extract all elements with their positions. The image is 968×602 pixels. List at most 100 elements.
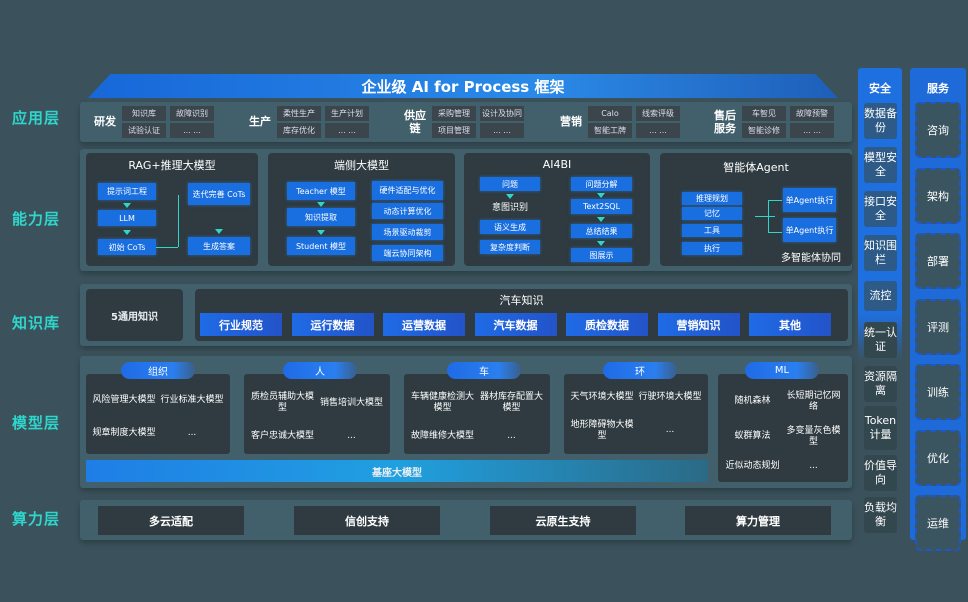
app-column: 生产计划... ... — [323, 105, 371, 139]
knowledge-chip: 运营数据 — [383, 313, 465, 336]
knowledge-chip: 行业规范 — [200, 313, 282, 336]
framework-title: 企业级 AI for Process 框架 — [361, 77, 565, 96]
model-group-pill: 组织 — [121, 362, 195, 379]
app-column: 车智见 智能诊修 — [740, 105, 788, 139]
framework-title-banner: 企业级 AI for Process 框架 — [88, 74, 838, 98]
compute-box: 算力管理 — [685, 506, 831, 535]
ai4bi-panel: AI4BI 问题 意图识别 语义生成 复杂度判断 问题分解 Text2SQL 总… — [464, 153, 650, 266]
model-group-pill: 车 — [447, 362, 521, 379]
model-item: 行驶环境大模型 — [638, 392, 702, 403]
app-item: ... ... — [325, 122, 369, 138]
agent-module-box: 执行 — [682, 242, 742, 255]
app-column: 故障识别... ... — [168, 105, 216, 139]
iterate-cots-box: 迭代完善 CoTs — [188, 183, 250, 205]
llm-box: LLM — [98, 210, 156, 226]
app-item: ... ... — [480, 122, 524, 138]
prompt-engineering-box: 提示词工程 — [98, 183, 156, 200]
app-column: 柔性生产 库存优化 — [275, 105, 323, 139]
connector-line — [768, 200, 769, 232]
model-item: ... — [665, 425, 675, 436]
semantic-generation-box: 语义生成 — [480, 220, 540, 234]
model-item: 车辆健康检测大模型 — [410, 392, 474, 414]
security-item: 资源隔离 — [864, 366, 897, 402]
agent-title: 智能体Agent — [723, 161, 789, 174]
app-item: 线索评级 — [636, 105, 680, 121]
model-item: 质检员辅助大模型 — [250, 392, 314, 414]
security-item: 模型安全 — [864, 147, 897, 183]
arrow-down-icon — [506, 194, 514, 199]
model-item: 销售培训大模型 — [319, 397, 383, 408]
security-title: 安全 — [869, 82, 891, 95]
rag-panel: RAG+推理大模型 提示词工程 LLM 初始 CoTs 迭代完善 CoTs 生成… — [86, 153, 258, 266]
app-item: Calo — [588, 105, 632, 121]
model-item: 蚁群算法 — [734, 431, 771, 441]
service-item: 架构 — [915, 167, 961, 224]
base-model-bar: 基座大模型 — [86, 460, 708, 482]
teacher-model-box: Teacher 模型 — [287, 182, 355, 200]
app-group-label: 供应链 — [404, 108, 426, 135]
model-item: ... — [809, 460, 818, 471]
security-item: 知识围栏 — [864, 235, 897, 271]
app-group: 生产 柔性生产 库存优化 生产计划... ... — [245, 105, 371, 138]
single-agent-exec-box: 单Agent执行 — [783, 188, 836, 212]
model-item: 器材库存配置大模型 — [479, 392, 543, 414]
knowledge-extract-box: 知识提取 — [287, 208, 355, 226]
agent-module-box: 记忆 — [682, 207, 742, 220]
app-item: 车智见 — [742, 105, 786, 121]
service-title: 服务 — [927, 82, 949, 95]
arrow-down-icon — [317, 202, 325, 207]
arrow-down-icon — [317, 230, 325, 235]
arrow-down-icon — [597, 193, 605, 198]
model-panel: 天气环境大模型 行驶环境大模型地形障碍物大模型... — [564, 374, 708, 454]
model-item: 行业标准大模型 — [160, 395, 224, 405]
agent-module-box: 推理规划 — [682, 192, 742, 205]
bi-step-box: 图展示 — [571, 248, 632, 262]
service-item: 训练 — [915, 364, 961, 420]
app-item: 采购管理 — [432, 105, 476, 121]
knowledge-chip: 汽车数据 — [474, 313, 557, 336]
model-group-pill: 环 — [603, 362, 677, 379]
service-item: 部署 — [915, 233, 961, 289]
app-group: 研发 知识库 试验认证 故障识别... ... — [90, 105, 216, 138]
connector-line — [156, 247, 178, 248]
connector-line — [768, 232, 782, 233]
generate-answer-box: 生成答案 — [188, 237, 250, 255]
bi-step-box: 问题分解 — [571, 177, 632, 191]
security-item: 统一认证 — [864, 322, 897, 358]
edge-feature-box: 硬件适配与优化 — [372, 181, 443, 200]
security-item: Token计量 — [864, 406, 897, 450]
app-item: 故障预警 — [790, 105, 834, 121]
security-item: 数据备份 — [864, 103, 897, 139]
edge-model-panel: 端侧大模型 Teacher 模型 知识提取 Student 模型 硬件适配与优化… — [268, 153, 455, 266]
base-model-label: 基座大模型 — [372, 467, 422, 479]
connector-line — [178, 195, 179, 247]
app-item: ... ... — [170, 122, 214, 138]
layer-label-knowledge: 知识库 — [12, 314, 61, 332]
model-panel: 随机森林 长短期记忆网络 蚁群算法 多变量灰色模型 近似动态规划... — [718, 374, 848, 482]
model-panel: 风险管理大模型 行业标准大模型 规章制度大模型... — [86, 374, 230, 454]
layer-label-app: 应用层 — [12, 109, 61, 127]
model-item: 地形障碍物大模型 — [570, 419, 634, 441]
model-item: 多变量灰色模型 — [786, 425, 841, 447]
model-item: 天气环境大模型 — [570, 392, 634, 403]
single-agent-exec-box: 单Agent执行 — [783, 218, 836, 242]
layer-label-model: 模型层 — [12, 414, 61, 432]
agent-module-box: 工具 — [682, 224, 742, 237]
security-item: 流控 — [864, 281, 897, 311]
app-group-label: 售后服务 — [714, 108, 736, 135]
app-item: 设计及协同 — [480, 105, 524, 121]
app-item: 柔性生产 — [277, 105, 321, 121]
model-panel: 车辆健康检测大模型 器材库存配置大模型 故障维修大模型... — [404, 374, 550, 454]
student-model-box: Student 模型 — [287, 237, 355, 255]
app-group-label: 营销 — [560, 115, 582, 128]
security-item: 价值导向 — [864, 455, 897, 491]
model-panel: 质检员辅助大模型 销售培训大模型 客户忠诚大模型... — [244, 374, 390, 454]
app-group-label: 生产 — [249, 115, 271, 128]
knowledge-chip: 质检数据 — [566, 313, 648, 336]
model-item: ... — [187, 428, 197, 438]
complexity-box: 复杂度判断 — [480, 240, 540, 254]
compute-box: 信创支持 — [294, 506, 440, 535]
arrow-down-icon — [215, 229, 223, 234]
app-item: 智能诊修 — [742, 122, 786, 138]
auto-knowledge-title: 汽车知识 — [499, 294, 544, 307]
